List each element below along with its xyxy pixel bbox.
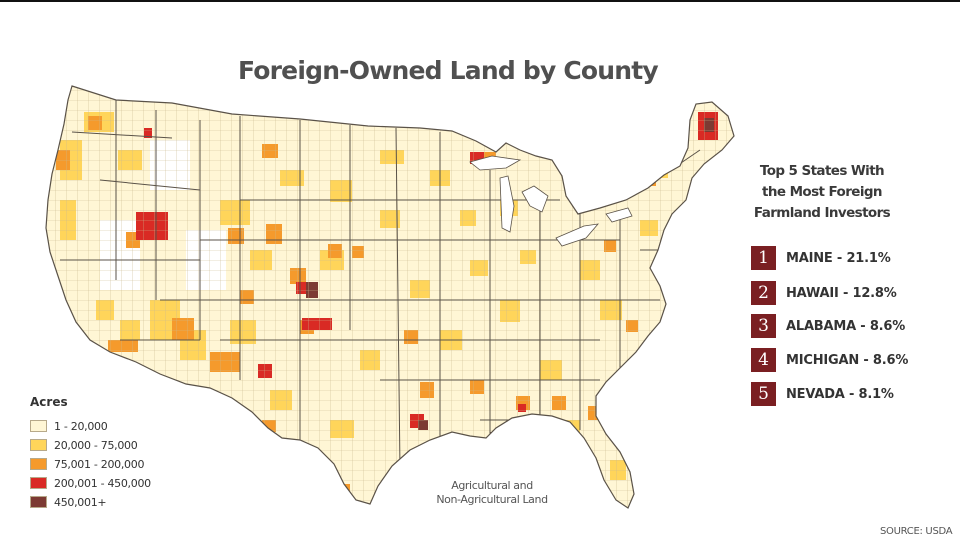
- rank-item-alabama: 3 ALABAMA - 8.6%: [751, 314, 905, 338]
- legend-item: 200,001 - 450,000: [30, 476, 151, 490]
- legend-item: 20,000 - 75,000: [30, 438, 138, 452]
- legend-swatch: [30, 420, 47, 432]
- legend-item: 450,001+: [30, 495, 107, 509]
- legend-item: 1 - 20,000: [30, 419, 108, 433]
- rank-label: MAINE - 21.1%: [786, 250, 891, 266]
- page-title: Foreign-Owned Land by County: [238, 56, 659, 85]
- rank-badge: 1: [751, 246, 776, 270]
- rank-badge: 3: [751, 314, 776, 338]
- legend-swatch: [30, 458, 47, 470]
- rank-item-hawaii: 2 HAWAII - 12.8%: [751, 281, 897, 305]
- rank-item-maine: 1 MAINE - 21.1%: [751, 246, 891, 270]
- legend-label: 75,001 - 200,000: [54, 457, 145, 471]
- legend-label: 450,001+: [54, 495, 107, 509]
- top5-heading-line-1: Top 5 States With: [759, 163, 885, 179]
- top5-heading: Top 5 States With the Most Foreign Farml…: [748, 161, 896, 224]
- rank-label: NEVADA - 8.1%: [786, 386, 894, 402]
- rank-item-nevada: 5 NEVADA - 8.1%: [751, 382, 894, 406]
- legend-item: 75,001 - 200,000: [30, 457, 144, 471]
- rank-label: ALABAMA - 8.6%: [786, 318, 906, 334]
- legend-swatch: [30, 439, 47, 451]
- rank-item-michigan: 4 MICHIGAN - 8.6%: [751, 348, 908, 372]
- top5-heading-line-3: Farmland Investors: [753, 205, 891, 221]
- rank-label: HAWAII - 12.8%: [786, 285, 897, 301]
- great-lakes: [469, 155, 633, 247]
- top-rule: [0, 0, 960, 2]
- map-note: Agricultural and Non-Agricultural Land: [436, 479, 548, 507]
- rank-label: MICHIGAN - 8.6%: [786, 352, 909, 368]
- top5-heading-line-2: the Most Foreign: [762, 184, 882, 200]
- legend-swatch: [30, 477, 47, 489]
- map-note-line-1: Agricultural and: [451, 479, 533, 492]
- rank-badge: 4: [751, 348, 776, 372]
- legend-label: 20,000 - 75,000: [54, 438, 138, 452]
- source-credit: SOURCE: USDA: [880, 526, 953, 537]
- rank-badge: 5: [751, 382, 776, 406]
- legend-label: 1 - 20,000: [54, 419, 108, 433]
- legend-label: 200,001 - 450,000: [54, 476, 151, 490]
- legend-title: Acres: [30, 395, 68, 409]
- legend-swatch: [30, 496, 47, 508]
- map-note-line-2: Non-Agricultural Land: [436, 493, 548, 506]
- rank-badge: 2: [751, 281, 776, 305]
